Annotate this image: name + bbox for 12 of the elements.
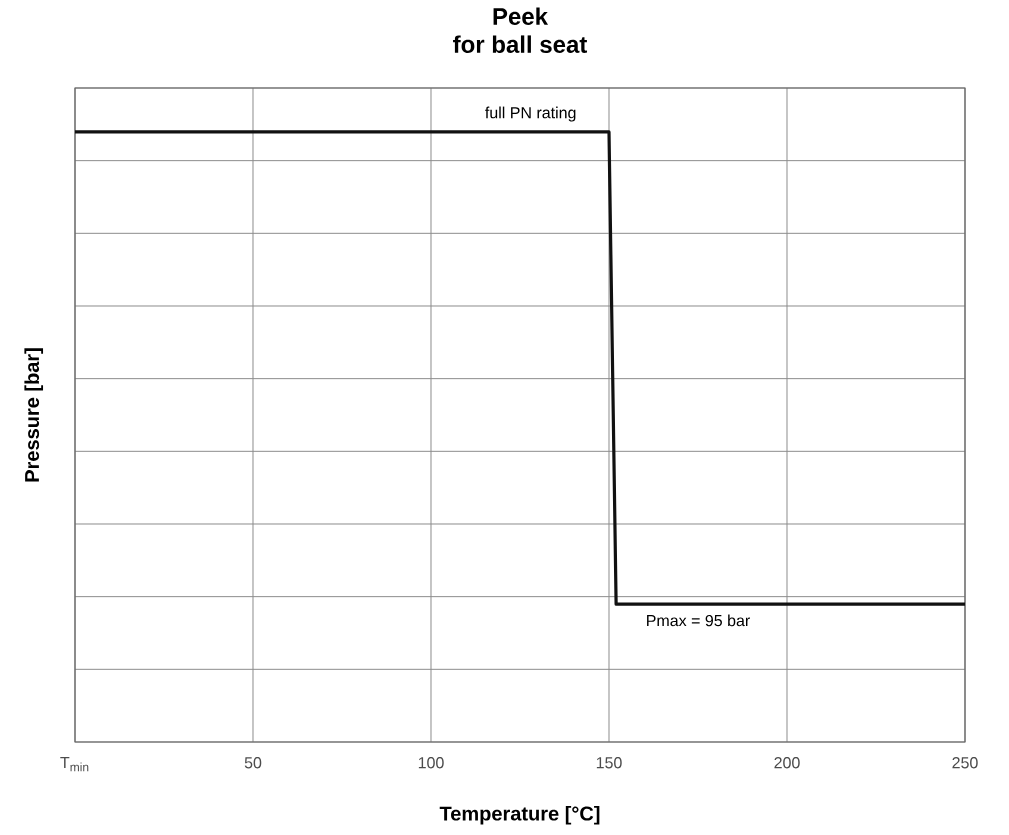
chart-subtitle: for ball seat [453,35,588,53]
x-tick-label: 150 [596,757,622,769]
annotation: full PN rating [485,106,576,122]
x-tick-label: 100 [418,757,444,769]
x-tick-label: 200 [774,757,800,769]
x-tick-label: 250 [952,757,978,769]
x-tick-label: 50 [244,757,262,769]
annotation: Pmax = 95 bar [647,614,750,627]
x-axis-title: Temperature [°C] [439,805,600,825]
x-tick-label: T$_{min}$ [60,757,89,772]
y-axis-title: Pressure [bar] [24,348,44,482]
chart-title: Peek [493,7,549,25]
